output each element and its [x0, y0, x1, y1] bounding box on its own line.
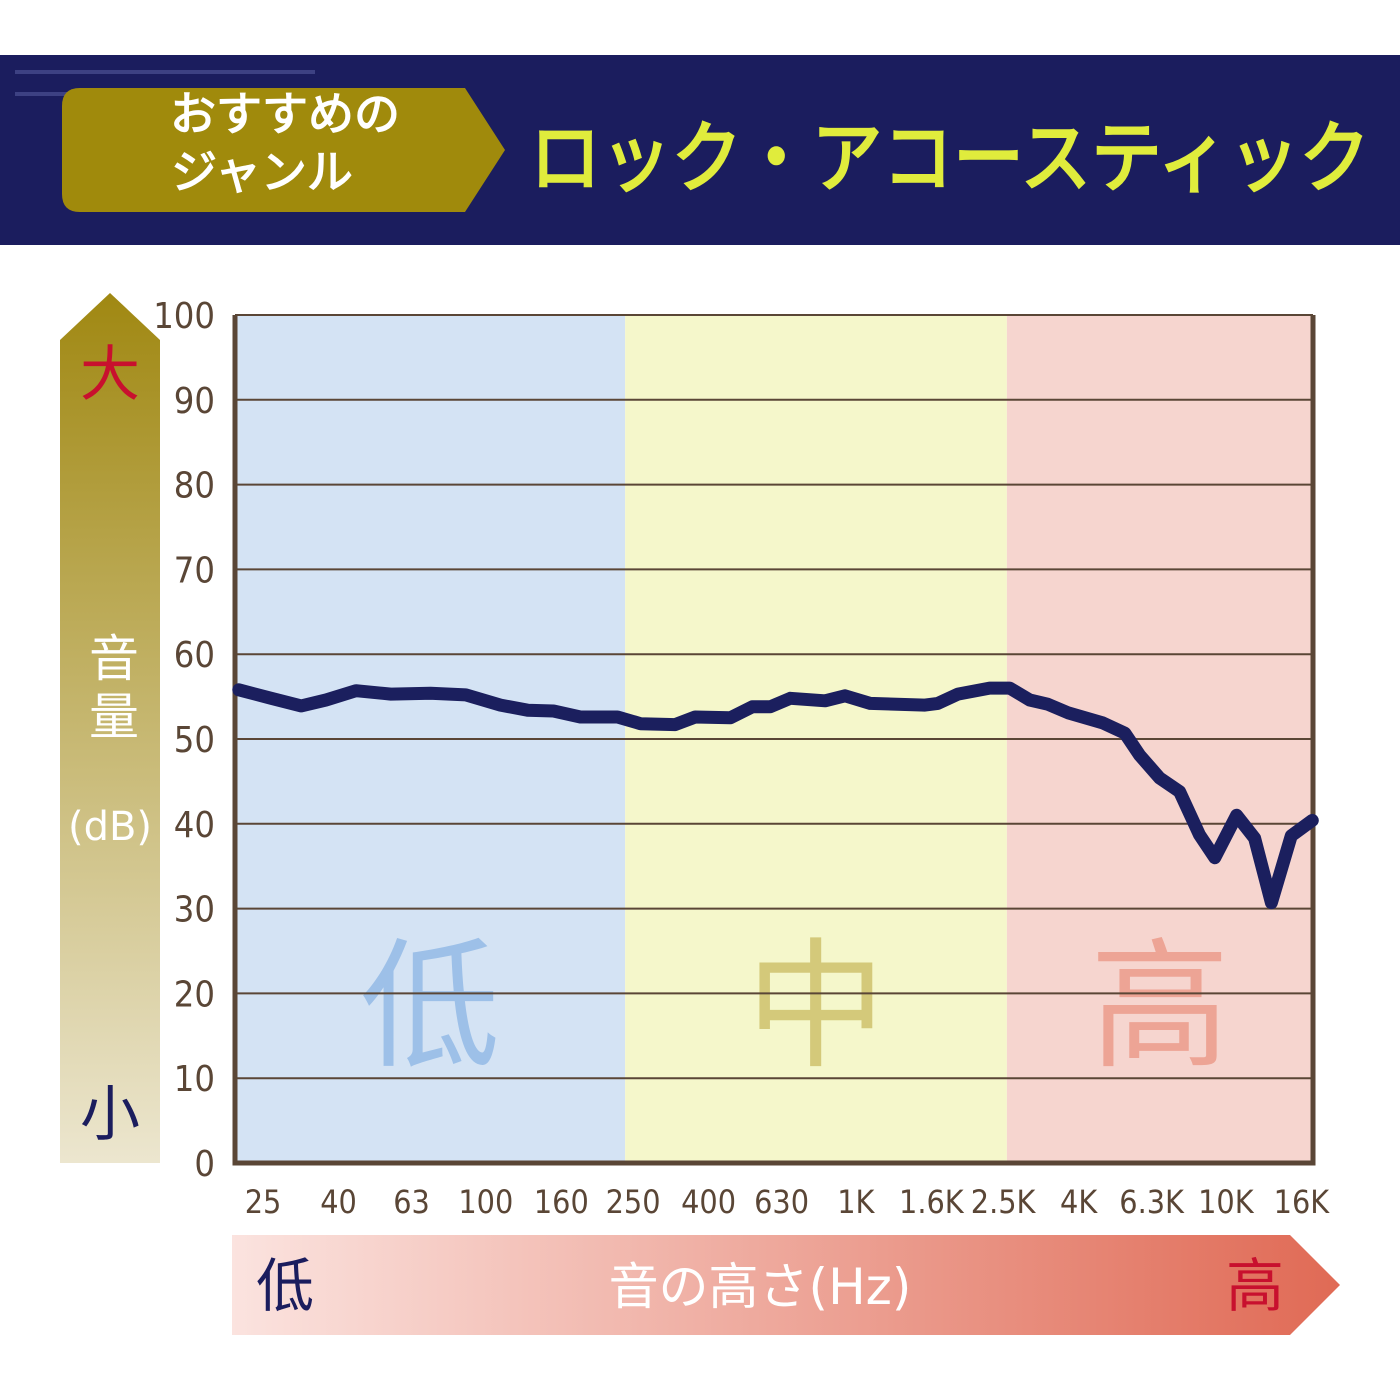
x-tick-label: 630 [754, 1183, 809, 1221]
genre-title: ロック・アコースティック [530, 114, 1370, 204]
x-tick-label: 1K [837, 1183, 875, 1221]
x-tick-label: 1.6K [899, 1183, 965, 1221]
y-tick-label: 20 [174, 974, 215, 1015]
x-tick-label: 4K [1060, 1183, 1098, 1221]
x-low-label: 低 [256, 1252, 314, 1320]
y-tick-label: 0 [194, 1144, 215, 1185]
y-banner [60, 293, 160, 1163]
plot: 低 中 高 0 10 20 30 40 50 60 70 80 90 100 25 40 63 100 160 250… [153, 296, 1330, 1221]
x-tick-label: 250 [606, 1183, 661, 1221]
x-tick-label: 10K [1198, 1183, 1255, 1221]
genre-badge [62, 88, 505, 212]
x-tick-label: 2.5K [971, 1183, 1037, 1221]
x-banner [232, 1235, 1340, 1335]
x-tick-label: 160 [534, 1183, 589, 1221]
badge-line: ジャンル [171, 145, 353, 199]
band-label: 中 [746, 926, 886, 1089]
x-axis-title: 音の高さ(Hz) [609, 1258, 912, 1316]
y-tick-label: 30 [174, 890, 215, 931]
x-high-label: 高 [1226, 1252, 1284, 1320]
y-top-label: 大 [80, 340, 140, 410]
y-bottom-label: 小 [80, 1080, 140, 1150]
x-tick-label: 16K [1274, 1183, 1331, 1221]
band-label: 低 [360, 926, 500, 1089]
response-line [232, 681, 1319, 910]
y-tick-label: 70 [174, 550, 215, 591]
x-tick-label: 400 [681, 1183, 736, 1221]
y-tick-label: 100 [153, 296, 215, 337]
plot-frame [232, 315, 1316, 1166]
y-tick-label: 90 [174, 381, 215, 422]
badge-line: おすすめの [170, 87, 400, 141]
x-tick-label: 100 [458, 1183, 513, 1221]
x-tick-label: 6.3K [1119, 1183, 1185, 1221]
x-tick-label: 25 [245, 1183, 282, 1221]
y-tick-label: 40 [174, 805, 215, 846]
band-label: 高 [1090, 926, 1230, 1089]
y-tick-label: 80 [174, 466, 215, 507]
x-tick-label: 63 [393, 1183, 430, 1221]
y-tick-label: 60 [174, 635, 215, 676]
y-tick-label: 50 [174, 720, 215, 761]
y-tick-label: 10 [174, 1059, 215, 1100]
y-axis-title: 音量 [81, 632, 139, 748]
y-axis-unit: (dB) [68, 804, 152, 850]
x-tick-label: 40 [320, 1183, 357, 1221]
